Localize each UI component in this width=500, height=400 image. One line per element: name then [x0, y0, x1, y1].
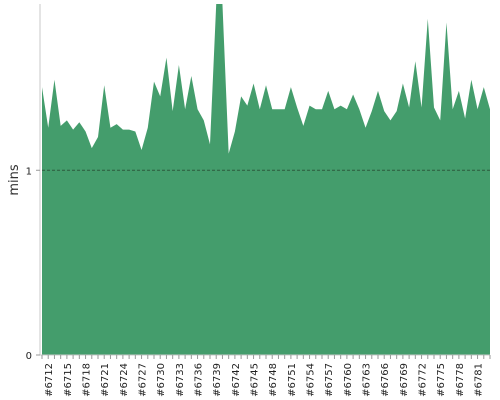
x-tick-label: #6769: [399, 363, 410, 397]
x-tick-label: #6772: [418, 363, 429, 397]
area-series: [42, 4, 490, 355]
x-tick-label: #6739: [212, 363, 223, 397]
x-tick-label: #6736: [194, 363, 205, 397]
x-tick-label: #6730: [156, 363, 167, 397]
y-axis-title: mins: [7, 164, 22, 196]
x-tick-label: #6718: [82, 363, 93, 397]
x-tick-label: #6742: [231, 363, 242, 397]
x-tick-label: #6724: [119, 363, 130, 397]
x-tick-label: #6712: [44, 363, 55, 397]
y-tick-label: 0: [26, 351, 32, 362]
y-axis-ticks: 01: [26, 166, 40, 362]
x-tick-label: #6715: [63, 363, 74, 397]
y-tick-label: 1: [26, 166, 32, 177]
x-tick-label: #6733: [175, 363, 186, 397]
x-axis-ticks: #6712 #6715 #6718 #6721 #6724 #6727 #6730 #6733…: [41, 355, 491, 397]
x-tick-label: #6721: [100, 363, 111, 397]
x-tick-label: #6763: [362, 363, 373, 397]
x-tick-label: #6778: [455, 363, 466, 397]
x-tick-label: #6760: [343, 363, 354, 397]
x-tick-label: #6775: [436, 363, 447, 397]
x-tick-label: #6748: [268, 363, 279, 397]
x-tick-label: #6757: [324, 363, 335, 397]
x-tick-label: #6766: [380, 363, 391, 397]
plot-area: [42, 4, 490, 355]
x-tick-label: #6727: [138, 363, 149, 397]
x-tick-label: #6754: [306, 363, 317, 397]
x-tick-label: #6751: [287, 363, 298, 397]
x-tick-label: #6781: [474, 363, 485, 397]
x-tick-label: #6745: [250, 363, 261, 397]
